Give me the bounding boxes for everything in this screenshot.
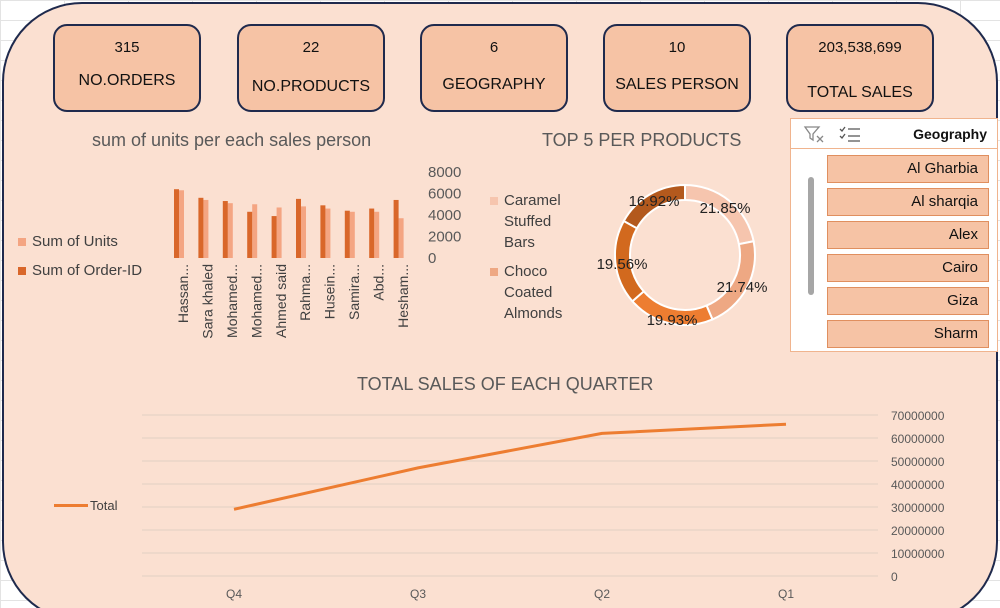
geography-slicer: Geography Al Gharbia Al sharqia Alex Cai…: [790, 118, 998, 352]
slicer-title: Geography: [913, 126, 987, 142]
legend-line-swatch: [54, 504, 88, 507]
donut-chart-legend: Caramel Stuffed Bars Choco Coated Almond…: [490, 190, 574, 324]
kpi-card-products: 22 NO.PRODUCTS: [237, 24, 385, 112]
legend-swatch: [18, 238, 26, 246]
bar-chart-legend: Sum of Units Sum of Order-ID: [18, 233, 142, 279]
kpi-label: SALES PERSON: [615, 76, 739, 93]
line-chart-legend: Total: [54, 498, 117, 513]
legend-item-orders: Sum of Order-ID: [18, 262, 142, 279]
slicer-item-giza[interactable]: Giza: [827, 287, 989, 315]
slicer-item-al-sharqia[interactable]: Al sharqia: [827, 188, 989, 216]
kpi-value: 10: [668, 39, 686, 56]
legend-label: Caramel Stuffed Bars: [504, 192, 561, 251]
legend-item-units: Sum of Units: [18, 233, 142, 250]
slicer-scrollbar[interactable]: [808, 177, 814, 295]
kpi-value: 203,538,699: [818, 39, 902, 56]
kpi-label: TOTAL SALES: [807, 84, 913, 101]
legend-label: Choco Coated Almonds: [504, 263, 563, 322]
kpi-card-total-sales: 203,538,699 TOTAL SALES: [786, 24, 934, 112]
kpi-value: 6: [489, 39, 499, 56]
line-chart-title: TOTAL SALES OF EACH QUARTER: [357, 374, 654, 394]
kpi-label: GEOGRAPHY: [442, 76, 546, 93]
bar-chart-title: sum of units per each sales person: [92, 130, 372, 150]
slicer-item-cairo[interactable]: Cairo: [827, 254, 989, 282]
kpi-label: NO.PRODUCTS: [251, 78, 371, 95]
slicer-item-sharm[interactable]: Sharm: [827, 320, 989, 348]
legend-item-choco: Choco Coated Almonds: [490, 261, 574, 324]
legend-swatch: [490, 268, 498, 276]
kpi-card-orders: 315 NO.ORDERS: [53, 24, 201, 112]
legend-label: Sum of Order-ID: [32, 262, 143, 279]
kpi-card-geography: 6 GEOGRAPHY: [420, 24, 568, 112]
legend-label: Sum of Units: [32, 233, 118, 250]
multi-select-icon[interactable]: [839, 125, 861, 143]
slicer-header: Geography: [791, 119, 997, 149]
legend-label: Total: [90, 498, 118, 513]
kpi-value: 22: [302, 39, 320, 56]
slicer-item-alex[interactable]: Alex: [827, 221, 989, 249]
clear-filter-icon[interactable]: [803, 125, 825, 143]
kpi-value: 315: [114, 39, 140, 56]
kpi-card-sales-person: 10 SALES PERSON: [603, 24, 751, 112]
donut-chart-title: TOP 5 PER PRODUCTS: [542, 130, 742, 150]
legend-swatch: [18, 267, 26, 275]
legend-item-caramel: Caramel Stuffed Bars: [490, 190, 574, 253]
slicer-item-al-gharbia[interactable]: Al Gharbia: [827, 155, 989, 183]
kpi-label: NO.ORDERS: [78, 72, 176, 89]
legend-swatch: [490, 197, 498, 205]
